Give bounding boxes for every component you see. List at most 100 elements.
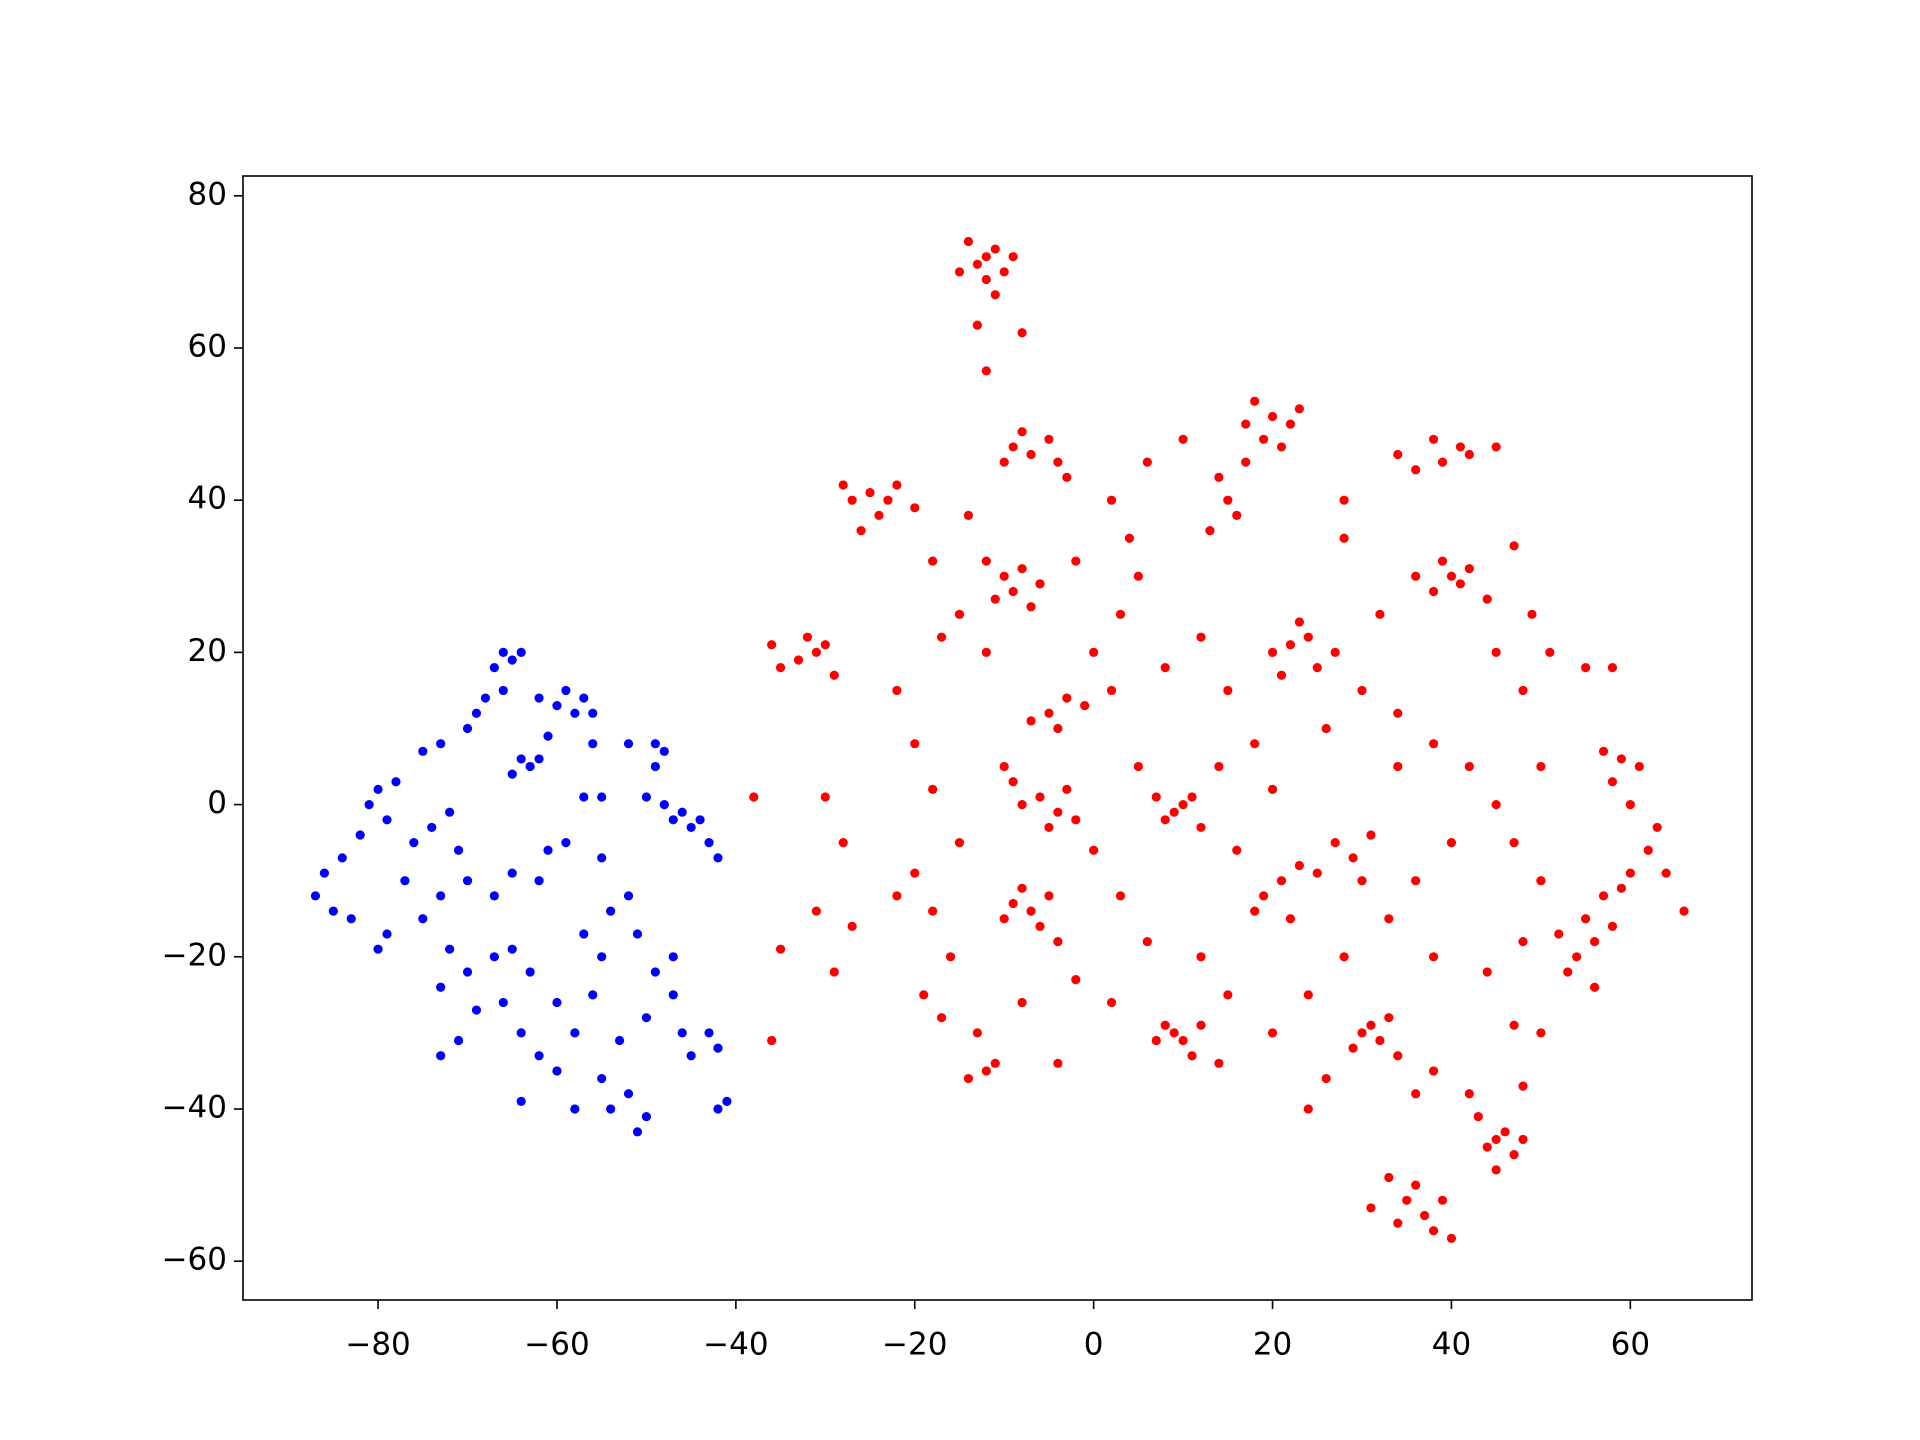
point: [1491, 647, 1501, 657]
point: [1536, 761, 1546, 772]
point: [1062, 472, 1072, 482]
point: [677, 1028, 687, 1038]
point: [507, 868, 517, 878]
point: [507, 769, 517, 779]
point: [1008, 898, 1018, 909]
point: [1196, 952, 1206, 962]
point: [1276, 670, 1287, 680]
point: [436, 982, 446, 992]
point: [1509, 1020, 1519, 1030]
point: [1330, 838, 1340, 848]
point: [1518, 1134, 1528, 1145]
point: [659, 746, 669, 756]
point: [972, 259, 982, 269]
point: [1491, 1165, 1501, 1175]
point: [1321, 723, 1331, 734]
point: [1402, 1195, 1412, 1205]
point: [892, 891, 902, 901]
point: [1026, 716, 1036, 726]
point: [1053, 457, 1063, 467]
point: [1598, 746, 1609, 756]
point: [418, 914, 428, 924]
point: [445, 807, 455, 817]
point: [561, 685, 571, 696]
point: [409, 838, 419, 848]
point: [811, 647, 821, 657]
y-tick-label: −20: [162, 937, 227, 973]
point: [838, 838, 848, 848]
point: [1303, 1104, 1313, 1114]
point: [1428, 434, 1439, 444]
point: [1589, 936, 1600, 947]
y-tick-label: 20: [188, 633, 227, 669]
x-tick-label: 0: [1084, 1327, 1104, 1363]
point: [990, 290, 1000, 300]
x-tick-label: 60: [1611, 1327, 1650, 1363]
point: [1187, 1051, 1197, 1061]
x-tick-label: −20: [882, 1327, 947, 1363]
point: [972, 320, 982, 330]
point: [1348, 853, 1358, 863]
point: [686, 822, 696, 833]
point: [1518, 685, 1528, 696]
point: [999, 914, 1009, 924]
point: [1455, 579, 1465, 589]
point: [498, 997, 508, 1008]
point: [650, 967, 660, 977]
point: [1285, 914, 1296, 924]
point: [1223, 495, 1233, 505]
point: [1106, 997, 1117, 1008]
point: [1017, 799, 1027, 810]
point: [981, 274, 991, 285]
point: [561, 838, 571, 848]
point: [1607, 921, 1618, 931]
point: [1169, 807, 1179, 817]
point: [373, 944, 383, 954]
point: [999, 761, 1009, 772]
point: [713, 1043, 723, 1053]
point: [865, 487, 875, 498]
point: [1634, 761, 1644, 772]
point: [722, 1096, 732, 1106]
point: [829, 967, 839, 977]
point: [668, 815, 678, 825]
point: [1285, 419, 1296, 429]
point: [1428, 586, 1439, 597]
point: [1437, 1195, 1448, 1205]
point: [1330, 647, 1340, 657]
point: [310, 891, 321, 901]
x-tick-label: −80: [345, 1327, 410, 1363]
point: [999, 571, 1009, 581]
point: [570, 708, 580, 718]
point: [1106, 685, 1117, 696]
point: [1616, 754, 1627, 764]
point: [910, 739, 920, 749]
point: [1008, 586, 1018, 597]
point: [1080, 701, 1090, 711]
point: [713, 853, 723, 863]
point: [1598, 891, 1609, 901]
point: [1241, 457, 1251, 467]
point: [695, 815, 705, 825]
y-tick-label: −60: [162, 1242, 227, 1278]
point: [999, 457, 1009, 467]
point: [1554, 929, 1564, 939]
point: [427, 822, 437, 833]
point: [1294, 617, 1304, 627]
point: [1053, 807, 1063, 817]
point: [1312, 868, 1322, 878]
point: [480, 693, 491, 703]
point: [1411, 571, 1421, 581]
point: [1500, 1127, 1510, 1137]
point: [641, 792, 652, 802]
point: [856, 526, 866, 536]
point: [1411, 1089, 1421, 1099]
point: [1428, 1226, 1439, 1236]
point: [1339, 952, 1349, 962]
point: [632, 929, 643, 939]
point: [668, 990, 678, 1000]
point: [597, 1073, 607, 1084]
point: [525, 967, 535, 977]
point: [436, 739, 446, 749]
